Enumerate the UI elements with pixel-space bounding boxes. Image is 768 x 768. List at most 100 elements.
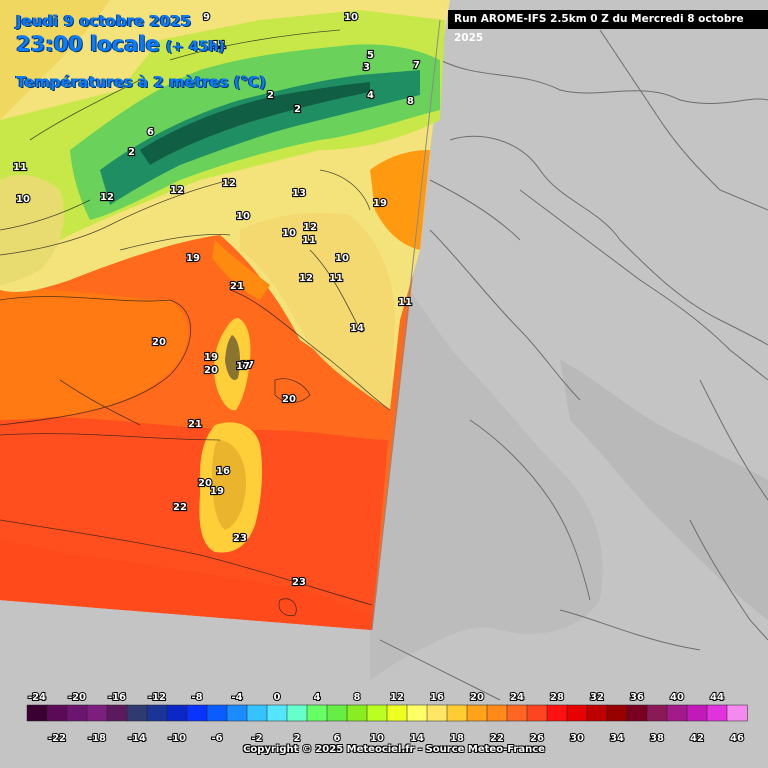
contour-label: 2	[128, 147, 135, 158]
contour-label: 11	[398, 297, 412, 308]
copyright-notice: Copyright © 2025 Meteociel.fr - Source M…	[243, 744, 545, 755]
legend-tick-label: -6	[211, 733, 222, 744]
legend-swatch	[246, 704, 268, 722]
legend-tick-label: 8	[354, 692, 361, 703]
legend-tick-label: -8	[191, 692, 202, 703]
contour-label: 7	[413, 60, 420, 71]
legend-swatch	[126, 704, 148, 722]
legend-tick-label: 0	[274, 692, 281, 703]
legend-swatch	[266, 704, 288, 722]
contour-label: 19	[186, 253, 200, 264]
forecast-time-value: 23:00 locale	[16, 32, 160, 56]
legend-tick-label: 42	[690, 733, 704, 744]
isotherms	[0, 29, 391, 617]
legend-tick-label: 2	[294, 733, 301, 744]
sea-tyrrhenian-outside	[370, 280, 603, 680]
contour-label: 12	[303, 222, 317, 233]
contour-label: 21	[230, 281, 244, 292]
legend-swatch	[506, 704, 528, 722]
legend-swatch	[546, 704, 568, 722]
legend-swatch	[486, 704, 508, 722]
legend-tick-label: 24	[510, 692, 524, 703]
legend-tick-label: 6	[334, 733, 341, 744]
legend-tick-label: 46	[730, 733, 744, 744]
legend-swatch	[326, 704, 348, 722]
legend-swatch	[586, 704, 608, 722]
contour-label: 12	[170, 185, 184, 196]
legend-tick-label: 16	[430, 692, 444, 703]
contour-label: 19	[210, 486, 224, 497]
contour-label: 12	[222, 178, 236, 189]
legend-tick-label: 20	[470, 692, 484, 703]
land-alps-peaks	[140, 82, 370, 165]
contour-label: 13	[292, 188, 306, 199]
legend-tick-label: -2	[251, 733, 262, 744]
legend-swatch	[66, 704, 88, 722]
legend-swatch	[606, 704, 628, 722]
contour-label: 17	[236, 361, 250, 372]
contour-label: 22	[173, 502, 187, 513]
legend-tick-label: -14	[128, 733, 146, 744]
contour-label: 8	[407, 96, 414, 107]
legend-tick-label: -22	[48, 733, 66, 744]
legend-swatch	[426, 704, 448, 722]
land-northwest	[0, 0, 110, 120]
legend-swatch	[226, 704, 248, 722]
contour-label: 20	[198, 478, 212, 489]
legend-tick-label: 12	[390, 692, 404, 703]
legend-tick-label: 22	[490, 733, 504, 744]
contour-label: 3	[363, 62, 370, 73]
contour-label: 19	[373, 198, 387, 209]
legend-swatch	[26, 704, 48, 722]
land-northern-italy-coast	[240, 213, 395, 410]
legend-swatch	[726, 704, 748, 722]
contour-label: 17	[240, 360, 254, 371]
contour-label: 2	[267, 90, 274, 101]
contour-label: 10	[16, 194, 30, 205]
legend-swatch	[46, 704, 68, 722]
ligurian-coast	[212, 240, 270, 300]
domain-edge	[371, 19, 441, 631]
legend-swatch	[526, 704, 548, 722]
forecast-date: Jeudi 9 octobre 2025	[16, 12, 192, 30]
legend-tick-label: -12	[148, 692, 166, 703]
legend-tick-label: -10	[168, 733, 186, 744]
legend-tick-label: 38	[650, 733, 664, 744]
contour-label: 12	[100, 192, 114, 203]
legend-swatch	[206, 704, 228, 722]
contour-label: 20	[204, 365, 218, 376]
contour-label: 23	[292, 577, 306, 588]
legend-tick-label: 18	[450, 733, 464, 744]
legend-swatch	[346, 704, 368, 722]
legend-swatch	[706, 704, 728, 722]
legend-swatch	[166, 704, 188, 722]
legend-swatch	[646, 704, 668, 722]
contour-label: 23	[233, 533, 247, 544]
legend-swatch	[186, 704, 208, 722]
contour-label: 19	[204, 352, 218, 363]
legend-swatch	[386, 704, 408, 722]
legend-swatch	[146, 704, 168, 722]
adriatic-warm	[370, 150, 430, 250]
legend-tick-label: 28	[550, 692, 564, 703]
contour-label: 16	[216, 466, 230, 477]
legend-ticks: -24-22-20-18-16-14-12-10-8-6-4-202468101…	[27, 691, 745, 745]
legend-swatch	[566, 704, 588, 722]
legend-tick-label: 10	[370, 733, 384, 744]
legend-tick-label: 26	[530, 733, 544, 744]
legend-tick-label: 44	[710, 692, 724, 703]
legend-tick-label: 30	[570, 733, 584, 744]
contour-label: 9	[203, 12, 210, 23]
legend-tick-label: 32	[590, 692, 604, 703]
color-legend: -24-22-20-18-16-14-12-10-8-6-4-202468101…	[26, 691, 748, 745]
land-alps-high	[100, 70, 420, 205]
sardinia-interior	[212, 440, 246, 530]
contour-label: 6	[147, 127, 154, 138]
legend-swatch	[626, 704, 648, 722]
contour-label: 21	[188, 419, 202, 430]
legend-swatch	[406, 704, 428, 722]
contour-label: 2	[294, 104, 301, 115]
country-borders	[379, 29, 768, 701]
legend-tick-label: -24	[28, 692, 46, 703]
